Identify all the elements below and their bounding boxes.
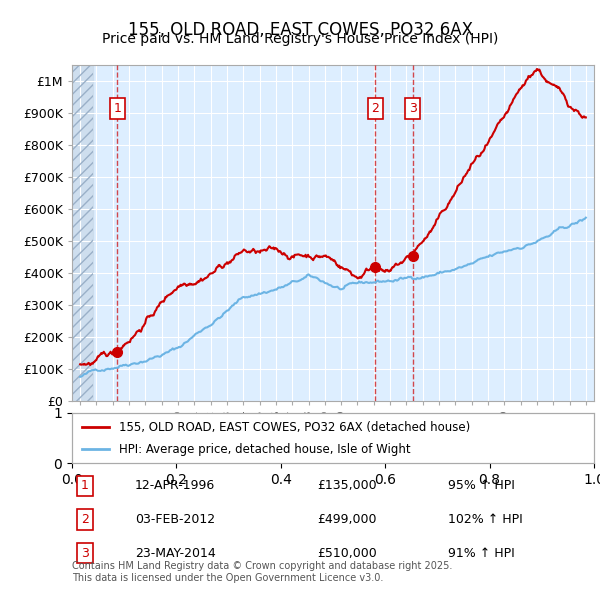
Text: 03-FEB-2012: 03-FEB-2012: [134, 513, 215, 526]
Text: 3: 3: [409, 102, 417, 115]
Text: 3: 3: [81, 546, 89, 560]
Text: 91% ↑ HPI: 91% ↑ HPI: [448, 546, 515, 560]
Text: 2: 2: [81, 513, 89, 526]
Text: £499,000: £499,000: [317, 513, 377, 526]
Text: 155, OLD ROAD, EAST COWES, PO32 6AX: 155, OLD ROAD, EAST COWES, PO32 6AX: [128, 21, 473, 39]
Bar: [72, 65, 93, 401]
Text: £510,000: £510,000: [317, 546, 377, 560]
Text: Price paid vs. HM Land Registry's House Price Index (HPI): Price paid vs. HM Land Registry's House …: [102, 32, 498, 47]
Text: Contains HM Land Registry data © Crown copyright and database right 2025.
This d: Contains HM Land Registry data © Crown c…: [72, 561, 452, 583]
Text: 1: 1: [81, 479, 89, 493]
Text: 1: 1: [113, 102, 121, 115]
Text: 12-APR-1996: 12-APR-1996: [134, 479, 215, 493]
Text: 155, OLD ROAD, EAST COWES, PO32 6AX (detached house): 155, OLD ROAD, EAST COWES, PO32 6AX (det…: [119, 421, 470, 434]
Bar: [72, 65, 93, 401]
Text: 23-MAY-2014: 23-MAY-2014: [134, 546, 215, 560]
Text: 102% ↑ HPI: 102% ↑ HPI: [448, 513, 523, 526]
Text: 95% ↑ HPI: 95% ↑ HPI: [448, 479, 515, 493]
Text: 2: 2: [371, 102, 379, 115]
Text: £135,000: £135,000: [317, 479, 377, 493]
Text: HPI: Average price, detached house, Isle of Wight: HPI: Average price, detached house, Isle…: [119, 442, 410, 455]
